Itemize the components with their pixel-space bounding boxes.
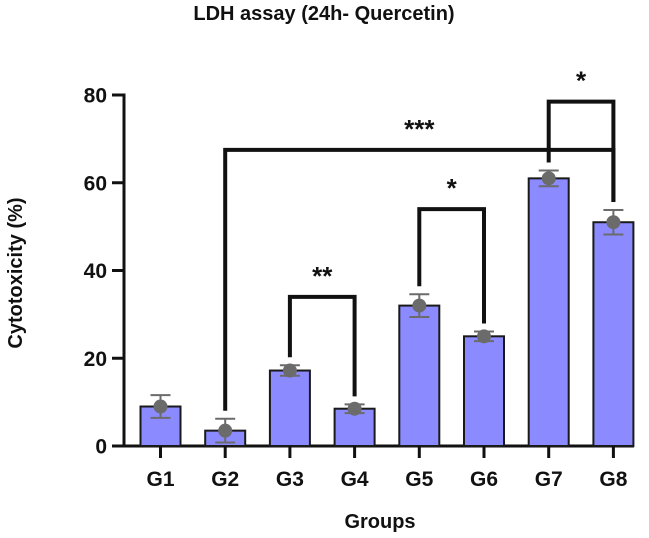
mean-point <box>541 171 556 186</box>
mean-point <box>606 215 621 230</box>
bar <box>463 335 505 447</box>
x-axis-title: Groups <box>344 511 415 533</box>
y-tick-label: 20 <box>84 348 107 371</box>
significance-bracket <box>417 207 486 324</box>
x-tick-label: G1 <box>146 468 174 491</box>
bar <box>398 304 441 447</box>
mean-point <box>218 423 233 438</box>
chart-title: LDH assay (24h- Quercetin) <box>193 3 454 25</box>
x-tick-label: G8 <box>599 468 627 491</box>
significance-label: *** <box>404 114 435 144</box>
significance-label: ** <box>312 261 333 291</box>
significance-bracket <box>546 99 616 202</box>
x-tick-label: G7 <box>535 468 563 491</box>
x-tick-label: G4 <box>341 468 369 491</box>
x-tick-label: G6 <box>470 468 498 491</box>
mean-point <box>347 401 362 416</box>
bar <box>592 221 635 447</box>
x-tick-label: G3 <box>276 468 304 491</box>
significance-label: * <box>447 173 458 203</box>
mean-point <box>153 399 168 414</box>
mean-point <box>477 329 491 344</box>
bar <box>268 369 311 447</box>
significance-bracket <box>287 294 357 397</box>
bar <box>527 177 570 448</box>
mean-point <box>282 363 297 378</box>
x-tick-label: G5 <box>405 468 433 491</box>
y-axis-title: Cytotoxicity (%) <box>5 197 27 348</box>
x-tick-label: G2 <box>211 468 239 491</box>
y-tick-label: 80 <box>84 85 107 108</box>
significance-label: * <box>576 66 587 96</box>
y-tick-label: 0 <box>95 436 107 459</box>
y-tick-label: 60 <box>84 172 107 195</box>
mean-point <box>412 298 427 313</box>
y-tick-label: 40 <box>84 260 107 283</box>
